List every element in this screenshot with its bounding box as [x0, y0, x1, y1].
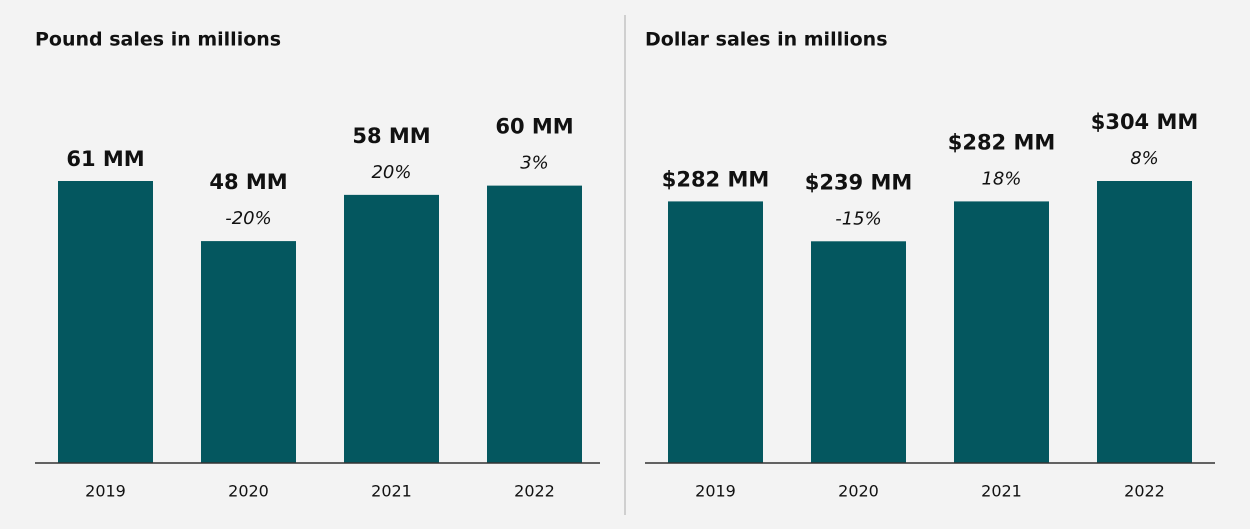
value-label: 58 MM	[352, 124, 430, 148]
change-label: 8%	[1130, 148, 1159, 169]
value-label: $304 MM	[1091, 110, 1199, 134]
bar	[344, 194, 439, 464]
bar	[1097, 181, 1192, 463]
x-tick-label: 2021	[981, 482, 1022, 501]
bar	[201, 241, 296, 463]
value-label: $282 MM	[948, 130, 1056, 154]
chart-title: Dollar sales in millions	[645, 29, 888, 51]
value-label: $282 MM	[662, 167, 770, 191]
bar	[668, 201, 763, 463]
change-label: 3%	[520, 153, 549, 174]
change-label: -20%	[225, 208, 272, 229]
bar	[487, 185, 582, 463]
x-tick-label: 2019	[695, 482, 736, 501]
bar	[58, 181, 153, 463]
x-tick-label: 2022	[1124, 482, 1165, 501]
value-label: $239 MM	[805, 170, 913, 194]
x-tick-label: 2020	[228, 482, 269, 501]
x-tick-label: 2021	[371, 482, 412, 501]
x-tick-label: 2019	[85, 482, 126, 501]
x-tick-label: 2020	[838, 482, 879, 501]
value-label: 61 MM	[66, 147, 144, 171]
value-label: 60 MM	[495, 115, 573, 139]
change-label: -15%	[835, 208, 882, 229]
bar	[954, 201, 1049, 463]
chart-title: Pound sales in millions	[35, 29, 281, 51]
value-label: 48 MM	[209, 170, 287, 194]
change-label: 18%	[981, 168, 1021, 189]
x-tick-label: 2022	[514, 482, 555, 501]
change-label: 20%	[371, 162, 411, 183]
bar	[811, 241, 906, 463]
